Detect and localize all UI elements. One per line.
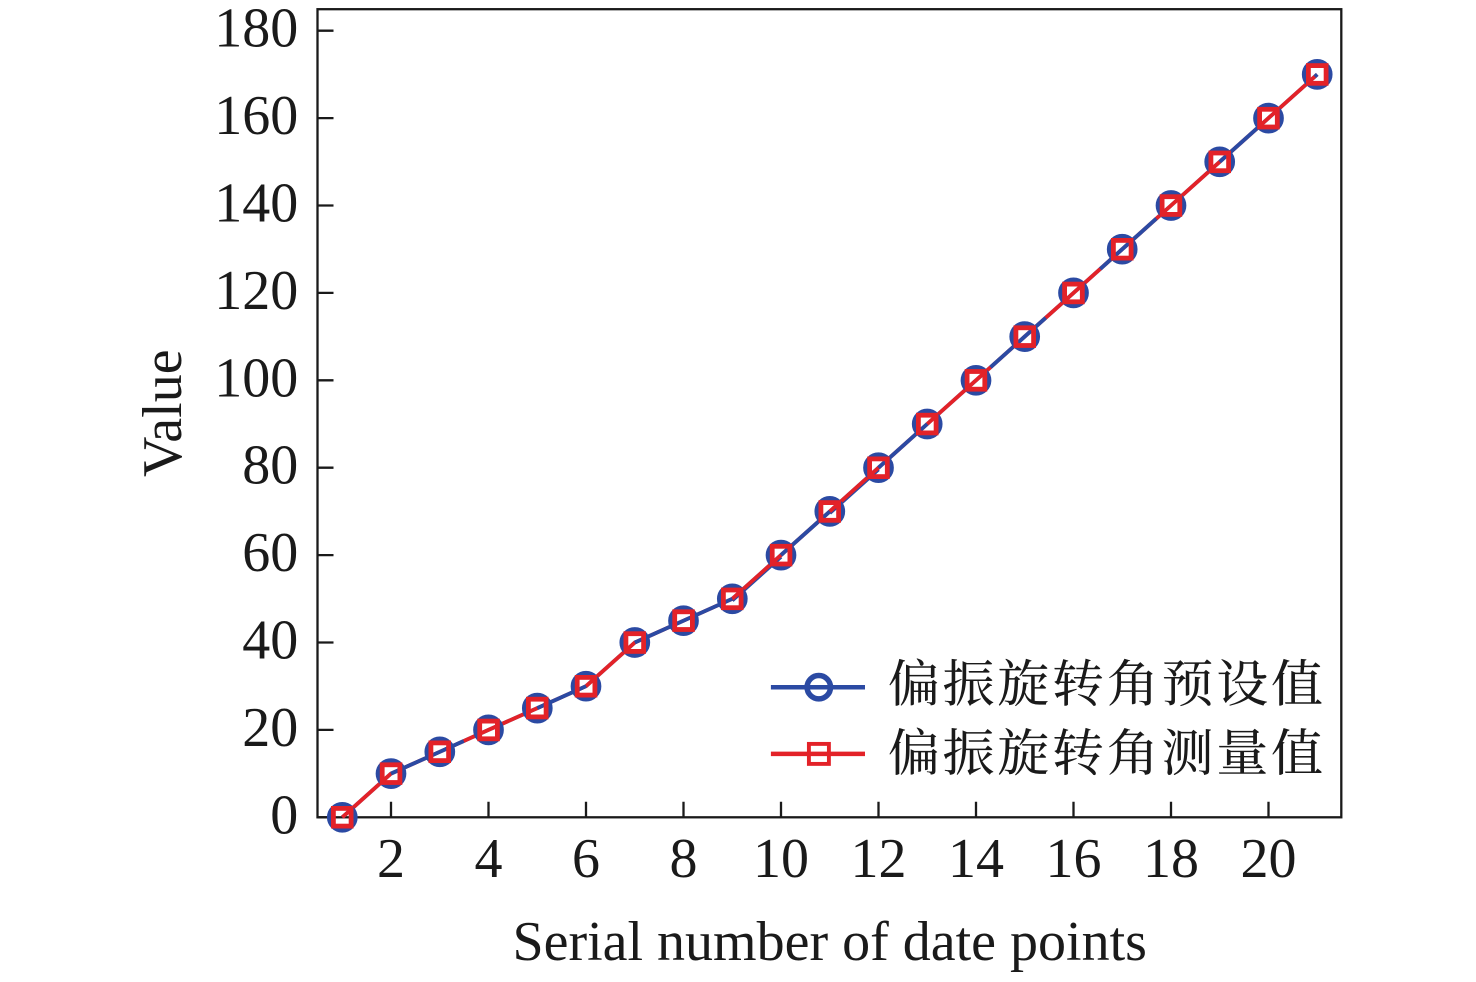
svg-text:10: 10 [753, 828, 809, 890]
svg-text:0: 0 [270, 784, 298, 846]
svg-text:80: 80 [242, 435, 298, 497]
svg-text:14: 14 [948, 828, 1004, 890]
svg-text:8: 8 [670, 828, 698, 890]
svg-text:20: 20 [242, 697, 298, 759]
svg-text:Serial number of date points: Serial number of date points [512, 911, 1147, 973]
svg-text:180: 180 [214, 0, 298, 60]
svg-text:20: 20 [1241, 828, 1297, 890]
svg-text:100: 100 [214, 347, 298, 409]
svg-text:120: 120 [214, 260, 298, 322]
svg-text:60: 60 [242, 522, 298, 584]
svg-text:Value: Value [132, 349, 194, 477]
svg-text:6: 6 [572, 828, 600, 890]
svg-text:12: 12 [851, 828, 907, 890]
svg-text:4: 4 [475, 828, 503, 890]
svg-text:140: 140 [214, 173, 298, 235]
svg-text:160: 160 [214, 85, 298, 147]
svg-text:40: 40 [242, 610, 298, 672]
svg-text:2: 2 [377, 828, 405, 890]
svg-text:18: 18 [1143, 828, 1199, 890]
svg-text:16: 16 [1046, 828, 1102, 890]
